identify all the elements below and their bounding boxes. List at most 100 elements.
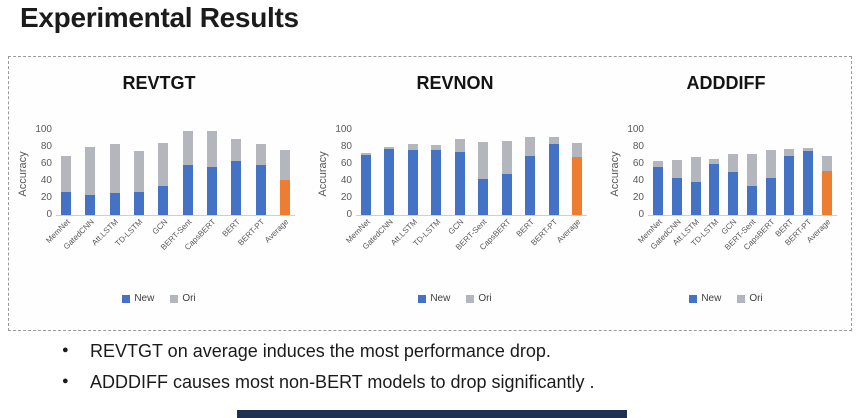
bar-att-lstm: Att.LSTM: [671, 131, 701, 247]
y-axis-title-text: Accuracy: [316, 150, 329, 197]
new-segment: [746, 186, 757, 215]
ori-segment: [478, 141, 489, 180]
legend-item-new: New: [418, 293, 450, 304]
ori-segment: [279, 150, 290, 181]
ori-segment: [765, 150, 776, 178]
y-axis: 0 20 40 60 80 100: [30, 125, 56, 220]
ori-segment: [361, 152, 371, 155]
legend-swatch-ori: [737, 294, 746, 303]
y-tick-label: 60: [340, 158, 352, 169]
plot-area: Accuracy 0 20 40 60 80 100 MemNet GatedCNN Att.LS…: [607, 125, 837, 252]
y-tick-label: 80: [340, 141, 352, 152]
legend-item-new: New: [122, 293, 154, 304]
legend-swatch-ori: [466, 294, 475, 303]
ori-segment: [431, 145, 442, 150]
chart-revtgt: REVTGT Accuracy 0 20 40 60 80 100 MemNet GatedCNN…: [9, 57, 309, 330]
bar-group: MemNet GatedCNN Att.LSTM TD-LSTM GCN BERT-Sen…: [636, 131, 833, 252]
bar-average: Average: [555, 131, 583, 245]
legend: New Ori: [309, 293, 601, 304]
new-segment: [231, 161, 242, 215]
bullet-list: REVTGT on average induces the most perfo…: [60, 340, 845, 401]
plot-area: Accuracy 0 20 40 60 80 100 MemNet GatedCNN Att.LS…: [15, 125, 295, 252]
ori-segment: [407, 143, 418, 151]
ori-segment: [653, 160, 663, 167]
y-tick-label: 80: [40, 141, 52, 152]
y-tick-label: 0: [638, 209, 644, 220]
new-segment: [525, 155, 536, 215]
bar-bert: BERT: [221, 131, 242, 239]
x-tick-label: GCN: [446, 217, 466, 237]
bullet-revtgt: REVTGT on average induces the most perfo…: [60, 340, 845, 363]
y-axis: 0 20 40 60 80 100: [622, 125, 648, 220]
chart-revnon: REVNON Accuracy 0 20 40 60 80 100 MemNet GatedCNN…: [309, 57, 601, 330]
y-tick-label: 100: [35, 124, 52, 135]
legend-item-ori: Ori: [737, 293, 763, 304]
chart-title: REVNON: [416, 73, 494, 93]
new-segment: [182, 165, 193, 215]
ori-segment: [61, 155, 71, 193]
ori-segment: [182, 131, 193, 166]
ori-segment: [548, 136, 559, 144]
legend-swatch-new: [122, 294, 131, 303]
new-segment: [709, 164, 720, 215]
ori-segment: [728, 153, 739, 172]
bar-gcn: GCN: [150, 131, 169, 236]
y-tick-label: 40: [340, 175, 352, 186]
bar-memnet: MemNet: [344, 131, 372, 245]
legend-label: New: [134, 293, 155, 304]
y-axis-title: Accuracy: [15, 131, 30, 216]
plot-area: Accuracy 0 20 40 60 80 100 MemNet GatedCNN Att.LS…: [315, 125, 587, 252]
legend-label: New: [430, 293, 451, 304]
new-segment: [784, 155, 795, 215]
y-axis-title-text: Accuracy: [608, 150, 621, 197]
new-segment: [361, 154, 371, 215]
ori-segment: [690, 157, 701, 182]
new-segment: [821, 170, 832, 215]
legend: New Ori: [9, 293, 309, 304]
results-panel: REVTGT Accuracy 0 20 40 60 80 100 MemNet GatedCNN…: [8, 56, 852, 331]
new-segment: [85, 195, 96, 215]
legend-label: New: [701, 293, 722, 304]
y-axis: 0 20 40 60 80 100: [330, 125, 356, 220]
legend-label: Ori: [749, 293, 763, 304]
legend-item-ori: Ori: [466, 293, 492, 304]
bar-bert-sent: BERT-Sent: [454, 131, 489, 252]
new-segment: [671, 177, 682, 215]
x-tick-label: Average: [263, 217, 291, 245]
new-segment: [571, 157, 582, 215]
bar-capsbert: CapsBERT: [742, 131, 776, 252]
new-segment: [279, 180, 290, 215]
ori-segment: [709, 158, 720, 164]
bar-att-lstm: Att.LSTM: [389, 131, 419, 247]
bar-gatedcnn: GatedCNN: [648, 131, 682, 251]
ori-segment: [133, 151, 144, 193]
bar-average: Average: [805, 131, 833, 245]
new-segment: [61, 192, 71, 215]
y-tick-label: 40: [632, 175, 644, 186]
legend: New Ori: [601, 293, 851, 304]
new-segment: [653, 166, 663, 215]
legend-item-ori: Ori: [170, 293, 196, 304]
plot: MemNet GatedCNN Att.LSTM TD-LSTM GCN BERT-Sen…: [44, 131, 295, 252]
ori-segment: [501, 141, 512, 175]
ori-segment: [454, 139, 465, 153]
bar-capsbert: CapsBERT: [478, 131, 512, 252]
ori-segment: [525, 136, 536, 156]
bar-att-lstm: Att.LSTM: [90, 131, 120, 247]
x-tick-label: GCN: [150, 217, 169, 237]
y-tick-label: 60: [40, 158, 52, 169]
new-segment: [728, 171, 739, 215]
bottom-bar: [237, 410, 627, 418]
ori-segment: [803, 147, 814, 152]
x-tick-label: Average: [555, 217, 583, 245]
bar-average: Average: [263, 131, 291, 245]
ori-segment: [821, 155, 832, 171]
bar-gcn: GCN: [720, 131, 739, 236]
bar-td-lstm: TD-LSTM: [411, 131, 442, 248]
chart-title: REVTGT: [122, 73, 196, 93]
ori-segment: [746, 153, 757, 187]
page-title: Experimental Results: [20, 2, 299, 33]
x-tick-label: BERT: [514, 217, 536, 239]
bar-td-lstm: TD-LSTM: [689, 131, 720, 248]
y-axis-title-text: Accuracy: [16, 150, 29, 197]
